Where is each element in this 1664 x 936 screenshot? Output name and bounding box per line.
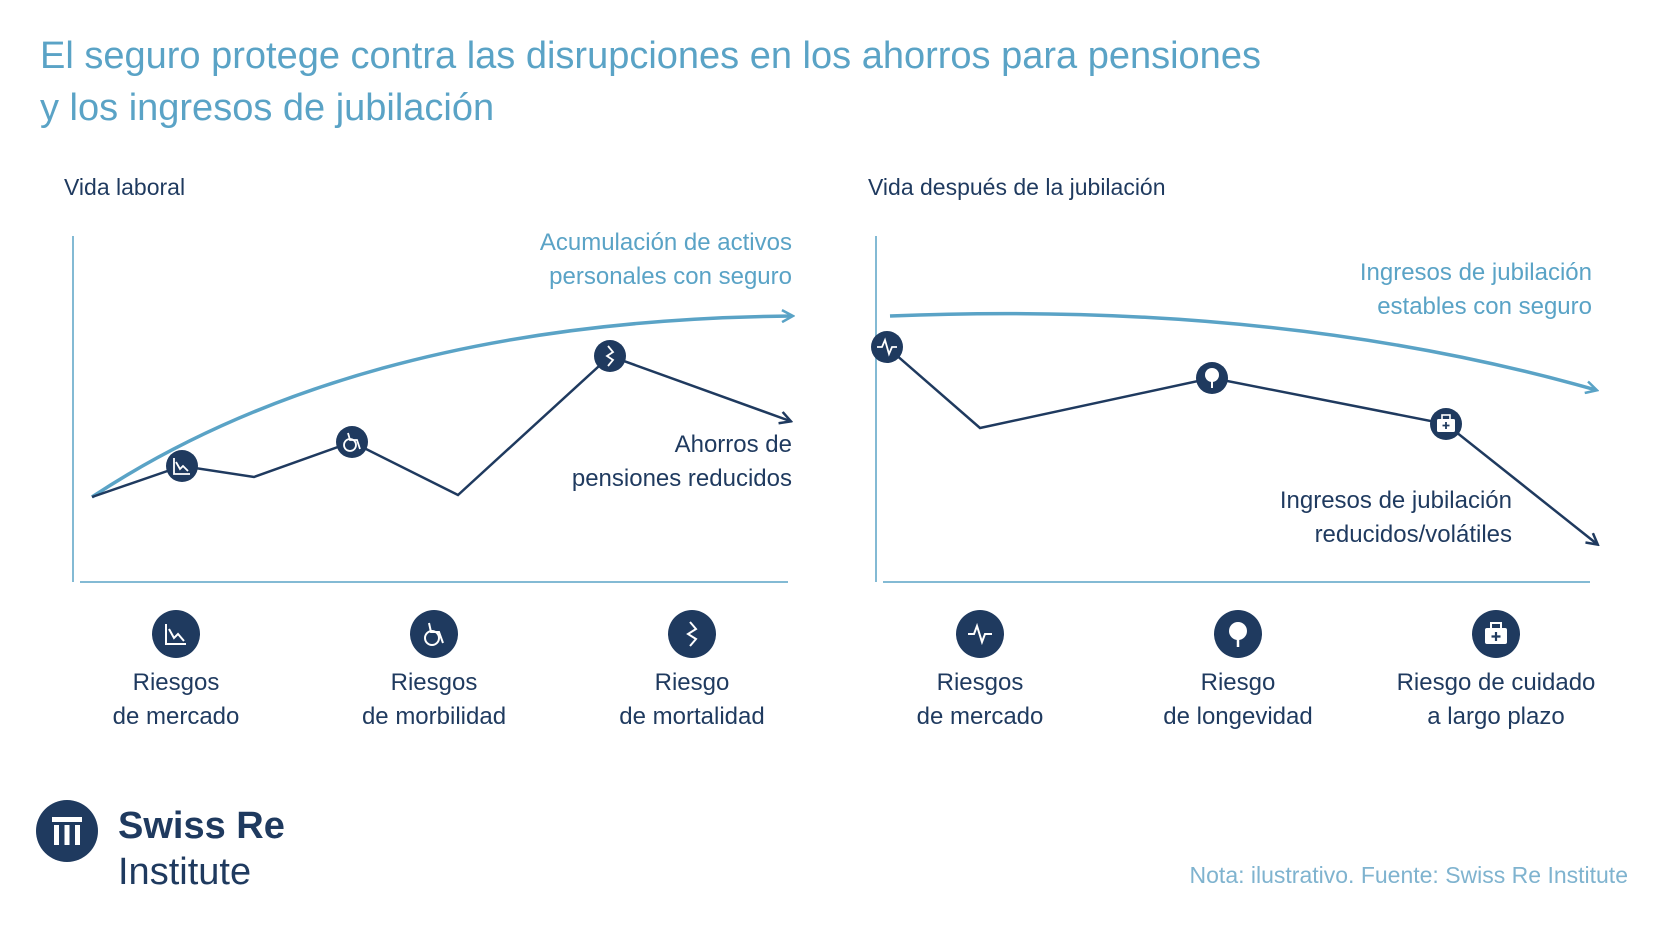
risk-mortality: Riesgo de mortalidad xyxy=(562,610,822,734)
logo-emblem-icon xyxy=(36,800,98,862)
left-marker-mortality xyxy=(594,340,626,372)
risk-longevity: Riesgo de longevidad xyxy=(1108,610,1368,734)
broken-line-icon xyxy=(668,610,716,658)
left-marker-morbidity xyxy=(336,426,368,458)
market-chart-icon xyxy=(152,610,200,658)
risk-morbidity: Riesgos de morbilidad xyxy=(304,610,564,734)
risk-market-right-line1: Riesgos xyxy=(936,669,1024,696)
left-panel-label: Vida laboral xyxy=(64,174,186,200)
risk-longevity-line1: Riesgo xyxy=(1200,669,1276,696)
risk-market-left-line2: de mercado xyxy=(112,703,240,730)
right-panel-label: Vida después de la jubilación xyxy=(868,174,1166,200)
title-line-1: El seguro protege contra las disrupcione… xyxy=(40,35,1261,77)
risk-longterm-care-line1: Riesgo de cuidado xyxy=(1396,669,1596,696)
wheelchair-icon xyxy=(410,610,458,658)
risk-longevity-line2: de longevidad xyxy=(1163,703,1313,730)
left-insured-curve xyxy=(91,316,792,499)
risk-market-right: Riesgos de mercado xyxy=(850,610,1110,734)
risk-longterm-care: Riesgo de cuidado a largo plazo xyxy=(1366,610,1626,734)
risk-morbidity-line1: Riesgos xyxy=(390,669,478,696)
left-uninsured-label-line1: Ahorros de xyxy=(674,431,792,458)
source-note: Nota: ilustrativo. Fuente: Swiss Re Inst… xyxy=(1189,862,1628,888)
left-insured-label-line1: Acumulación de activos xyxy=(539,229,792,256)
risk-longterm-care-line2: a largo plazo xyxy=(1427,703,1565,730)
left-uninsured-label: Ahorros de pensiones reducidos xyxy=(572,428,792,496)
page-title: El seguro protege contra las disrupcione… xyxy=(40,30,1440,134)
risk-market-left: Riesgos de mercado xyxy=(46,610,306,734)
logo-line2: Institute xyxy=(118,851,252,893)
right-insured-label-line1: Ingresos de jubilación xyxy=(1359,259,1592,286)
left-insured-label-line2: personales con seguro xyxy=(549,263,792,290)
logo-line1: Swiss Re xyxy=(118,805,285,847)
right-marker-market xyxy=(871,331,903,363)
right-uninsured-label-line2: reducidos/volátiles xyxy=(1314,521,1512,548)
risk-morbidity-line2: de morbilidad xyxy=(361,703,507,730)
title-line-2: y los ingresos de jubilación xyxy=(40,87,495,129)
risk-mortality-line2: de mortalidad xyxy=(619,703,765,730)
left-marker-market xyxy=(166,450,198,482)
right-insured-label-line2: estables con seguro xyxy=(1377,293,1592,320)
left-uninsured-label-line2: pensiones reducidos xyxy=(571,465,792,492)
heartbeat-icon xyxy=(956,610,1004,658)
right-marker-longterm-care xyxy=(1430,408,1462,440)
right-marker-longevity xyxy=(1196,362,1228,394)
risk-market-right-line2: de mercado xyxy=(916,703,1044,730)
left-insured-label: Acumulación de activos personales con se… xyxy=(540,226,792,294)
right-insured-curve xyxy=(889,311,1596,390)
right-insured-label: Ingresos de jubilación estables con segu… xyxy=(1360,256,1592,324)
right-uninsured-label-line1: Ingresos de jubilación xyxy=(1279,487,1512,514)
risk-market-left-line1: Riesgos xyxy=(132,669,220,696)
right-uninsured-label: Ingresos de jubilación reducidos/volátil… xyxy=(1280,484,1512,552)
medical-kit-icon xyxy=(1472,610,1520,658)
tree-icon xyxy=(1214,610,1262,658)
risk-mortality-line1: Riesgo xyxy=(654,669,730,696)
